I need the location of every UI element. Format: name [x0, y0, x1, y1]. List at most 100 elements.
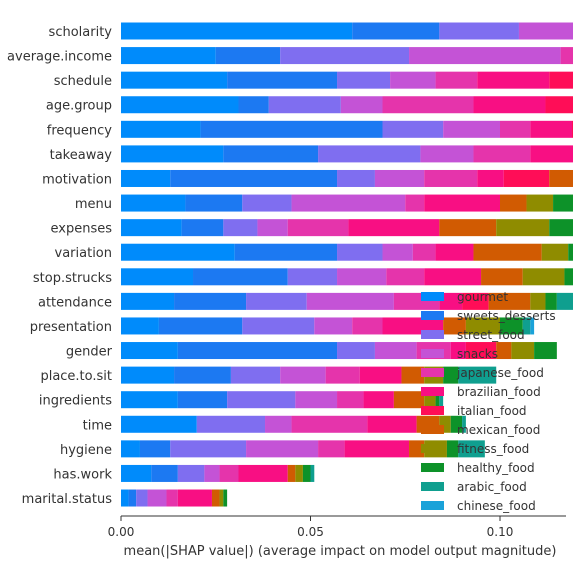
bar-hygiene-brazilian_food — [344, 440, 410, 458]
bar-motivation-brazilian_food — [477, 169, 504, 187]
bar-ingredients-brazilian_food — [363, 391, 394, 409]
legend-label-japanese_food: japanese_food — [456, 366, 544, 380]
bar-motivation-sweets_desserts — [170, 169, 338, 187]
bar-ingredients-japanese_food — [337, 391, 364, 409]
bar-has.work-mexican_food — [287, 464, 296, 482]
bar-menu-healthy_food — [553, 194, 573, 212]
bar-expenses-japanese_food — [287, 219, 349, 237]
legend-swatch-healthy_food — [421, 463, 444, 472]
bar-average.income-street_food — [280, 47, 410, 65]
bar-marital.status-snacks — [147, 489, 167, 507]
y-label-ingredients: ingredients — [39, 394, 112, 409]
bar-stop.strucks-sweets_desserts — [193, 268, 288, 286]
x-tick-label-0.00: 0.00 — [108, 525, 135, 539]
legend-label-chinese_food: chinese_food — [457, 499, 536, 513]
bar-presentation-chinese_food — [530, 317, 535, 335]
y-label-schedule: schedule — [54, 74, 112, 89]
bar-stop.strucks-gourmet — [121, 268, 194, 286]
bar-marital.status-gourmet — [121, 489, 129, 507]
legend-label-healthy_food: healthy_food — [457, 461, 535, 475]
legend-swatch-chinese_food — [421, 501, 444, 510]
y-label-gender: gender — [66, 345, 113, 360]
bar-gender-gourmet — [121, 342, 178, 360]
bar-gender-brazilian_food — [450, 342, 466, 360]
y-label-time: time — [83, 418, 112, 433]
bar-menu-brazilian_food — [424, 194, 500, 212]
bar-ingredients-arabic_food — [439, 391, 444, 409]
bar-menu-japanese_food — [405, 194, 425, 212]
bar-hygiene-healthy_food — [446, 440, 459, 458]
bar-schedule-gourmet — [121, 71, 228, 89]
bar-stop.strucks-healthy_food — [564, 268, 573, 286]
bar-age.group-street_food — [268, 96, 341, 114]
bar-hygiene-mexican_food — [409, 440, 425, 458]
y-label-variation: variation — [55, 246, 112, 261]
bar-frequency-brazilian_food — [530, 120, 573, 138]
legend-swatch-fitness_food — [421, 444, 444, 453]
bar-stop.strucks-fitness_food — [522, 268, 565, 286]
bar-hygiene-japanese_food — [318, 440, 345, 458]
bar-presentation-mexican_food — [443, 317, 466, 335]
bar-time-gourmet — [121, 415, 197, 433]
bar-stop.strucks-mexican_food — [481, 268, 523, 286]
bar-frequency-gourmet — [121, 120, 201, 138]
bar-time-street_food — [196, 415, 266, 433]
bar-schedule-japanese_food — [435, 71, 478, 89]
y-label-scholarity: scholarity — [49, 25, 113, 40]
bar-place.to.sit-healthy_food — [443, 366, 459, 384]
y-label-frequency: frequency — [47, 123, 113, 138]
legend-label-gourmet: gourmet — [457, 290, 508, 304]
bar-average.income-snacks — [409, 47, 561, 65]
y-label-presentation: presentation — [30, 320, 112, 335]
bar-stop.strucks-street_food — [287, 268, 338, 286]
bar-has.work-snacks — [204, 464, 220, 482]
bar-expenses-street_food — [223, 219, 258, 237]
bar-place.to.sit-street_food — [230, 366, 281, 384]
y-label-hygiene: hygiene — [60, 443, 112, 458]
bar-expenses-mexican_food — [439, 219, 497, 237]
bar-hygiene-gourmet — [121, 440, 140, 458]
bar-age.group-italian_food — [545, 96, 573, 114]
bar-takeaway-brazilian_food — [530, 145, 573, 163]
y-axis-labels: scholarity average.income schedule age.grou… — [7, 25, 113, 507]
legend-label-mexican_food: mexican_food — [457, 423, 540, 437]
bar-gender-snacks — [374, 342, 417, 360]
y-label-attendance: attendance — [38, 295, 112, 310]
bar-expenses-healthy_food — [549, 219, 573, 237]
legend-swatch-italian_food — [421, 406, 444, 415]
bar-expenses-brazilian_food — [348, 219, 440, 237]
legend-label-italian_food: italian_food — [457, 404, 527, 418]
bar-attendance-italian_food — [462, 292, 489, 310]
bar-time-snacks — [265, 415, 292, 433]
y-label-motivation: motivation — [42, 172, 112, 187]
x-axis: 0.000.050.100.150.20 — [108, 515, 566, 539]
bar-place.to.sit-japanese_food — [325, 366, 360, 384]
bar-menu-street_food — [242, 194, 292, 212]
y-label-takeaway: takeaway — [50, 148, 113, 163]
bar-schedule-brazilian_food — [477, 71, 550, 89]
bar-presentation-sweets_desserts — [158, 317, 243, 335]
bar-stop.strucks-snacks — [337, 268, 387, 286]
x-tick-label-0.10: 0.10 — [487, 525, 514, 539]
bar-ingredients-mexican_food — [393, 391, 425, 409]
bar-average.income-sweets_desserts — [215, 47, 281, 65]
bar-time-fitness_food — [439, 415, 451, 433]
bar-ingredients-fitness_food — [424, 391, 436, 409]
bar-takeaway-sweets_desserts — [223, 145, 319, 163]
legend-label-arabic_food: arabic_food — [457, 480, 527, 494]
bar-takeaway-street_food — [318, 145, 421, 163]
bar-average.income-japanese_food — [560, 47, 573, 65]
bar-attendance-gourmet — [121, 292, 175, 310]
bar-menu-fitness_food — [526, 194, 554, 212]
bar-takeaway-gourmet — [121, 145, 224, 163]
bar-variation-gourmet — [121, 243, 235, 261]
bar-gender-fitness_food — [511, 342, 535, 360]
bar-stop.strucks-brazilian_food — [424, 268, 482, 286]
bar-attendance-street_food — [246, 292, 307, 310]
bar-schedule-italian_food — [549, 71, 573, 89]
bar-age.group-japanese_food — [382, 96, 474, 114]
bar-variation-brazilian_food — [435, 243, 474, 261]
bar-schedule-street_food — [337, 71, 391, 89]
bar-presentation-arabic_food — [522, 317, 531, 335]
